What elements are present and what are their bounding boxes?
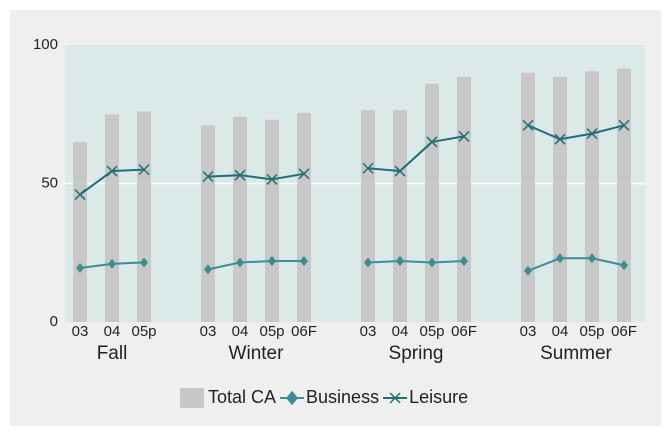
line: [207, 172, 305, 181]
point: [428, 257, 436, 268]
x-tick-label: 05p: [131, 323, 156, 340]
x-tick-label: 05p: [259, 323, 284, 340]
legend-marker: [389, 392, 401, 404]
bar: [425, 83, 439, 322]
x-tick-label: 05p: [419, 323, 444, 340]
x-tick-label: 04: [104, 323, 121, 340]
bar: [617, 68, 631, 322]
x-tick-label: 04: [232, 323, 249, 340]
point: [300, 256, 308, 267]
point: [556, 253, 564, 264]
legend-marker: [286, 390, 299, 406]
point: [458, 130, 470, 142]
x-tick-label: 03: [520, 323, 537, 340]
x-tick-label: 03: [200, 323, 217, 340]
y-tick-label: 50: [41, 174, 58, 191]
bar: [361, 110, 375, 322]
point: [364, 257, 372, 268]
bar: [297, 112, 311, 323]
bar: [201, 125, 215, 322]
y-tick-label: 100: [33, 36, 58, 53]
bar: [265, 119, 279, 322]
bar: [585, 71, 599, 322]
legend-label: Business: [306, 387, 379, 407]
y-tick-label: 0: [50, 313, 58, 330]
point: [524, 265, 532, 276]
x-tick-label: 04: [392, 323, 409, 340]
point: [236, 257, 244, 268]
line: [527, 124, 625, 141]
point: [554, 133, 566, 145]
point: [268, 256, 276, 267]
point: [522, 119, 534, 131]
point: [140, 257, 148, 268]
x-tick-label: 06F: [451, 323, 477, 340]
bar: [105, 114, 119, 322]
bar: [137, 111, 151, 322]
x-tick-label: 06F: [611, 323, 637, 340]
point: [396, 256, 404, 267]
point: [266, 173, 278, 185]
line: [207, 260, 304, 271]
point: [426, 136, 438, 148]
point: [106, 165, 118, 177]
point: [204, 264, 212, 275]
point: [298, 168, 310, 180]
point: [74, 189, 86, 201]
bar: [457, 76, 471, 322]
group-label: Summer: [540, 343, 612, 364]
point: [586, 128, 598, 140]
legend-label: Total CA: [208, 387, 276, 407]
point: [588, 253, 596, 264]
point: [620, 260, 628, 271]
x-tick-label: 05p: [579, 323, 604, 340]
line: [527, 257, 625, 272]
x-tick-label: 04: [552, 323, 569, 340]
point: [618, 119, 630, 131]
point: [394, 165, 406, 177]
bar: [73, 141, 87, 322]
point: [460, 256, 468, 267]
bar: [233, 117, 247, 323]
point: [234, 169, 246, 181]
point: [202, 171, 214, 183]
line: [367, 260, 465, 264]
point: [76, 262, 84, 273]
bar: [521, 72, 535, 322]
legend-label: Leisure: [409, 387, 468, 407]
x-tick-label: 03: [72, 323, 89, 340]
group-label: Spring: [389, 343, 444, 364]
bar: [553, 76, 567, 322]
point: [362, 162, 374, 174]
legend-swatch: [180, 388, 204, 408]
line: [367, 135, 465, 173]
bar: [393, 110, 407, 322]
point: [108, 258, 116, 269]
x-tick-label: 03: [360, 323, 377, 340]
group-label: Winter: [229, 343, 285, 364]
group-label: Fall: [97, 343, 128, 364]
point: [138, 164, 150, 176]
x-tick-label: 06F: [291, 323, 317, 340]
